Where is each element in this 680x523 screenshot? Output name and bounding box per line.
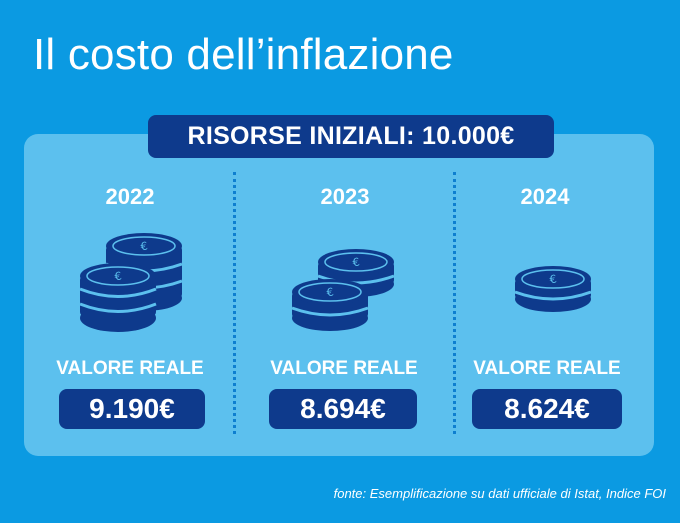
svg-text:€: € bbox=[114, 269, 123, 283]
initial-resources-banner: RISORSE INIZIALI: 10.000€ bbox=[148, 115, 554, 158]
svg-text:€: € bbox=[326, 285, 335, 299]
real-value-label-2023: VALORE REALE bbox=[270, 358, 418, 379]
real-value-label-2022: VALORE REALE bbox=[56, 358, 204, 379]
year-label-2024: 2024 bbox=[520, 184, 570, 209]
year-label-2023: 2023 bbox=[320, 184, 370, 209]
real-value-label-2024: VALORE REALE bbox=[473, 358, 621, 379]
svg-text:€: € bbox=[140, 239, 149, 253]
coin-stack-large-icon: € € bbox=[79, 233, 183, 332]
svg-text:€: € bbox=[549, 272, 558, 286]
source-note: fonte: Esemplificazione su dati ufficial… bbox=[333, 486, 666, 501]
real-value-2022: 9.190€ bbox=[59, 389, 205, 429]
column-divider-right bbox=[453, 172, 456, 434]
year-label-2022: 2022 bbox=[105, 184, 155, 209]
single-coin-icon: € bbox=[514, 266, 592, 312]
column-divider-left bbox=[233, 172, 236, 434]
real-value-2023: 8.694€ bbox=[269, 389, 417, 429]
page-title: Il costo dell’inflazione bbox=[33, 30, 454, 79]
real-value-2024: 8.624€ bbox=[472, 389, 622, 429]
coin-stack-medium-icon: € € bbox=[291, 249, 395, 331]
svg-text:€: € bbox=[352, 255, 361, 269]
